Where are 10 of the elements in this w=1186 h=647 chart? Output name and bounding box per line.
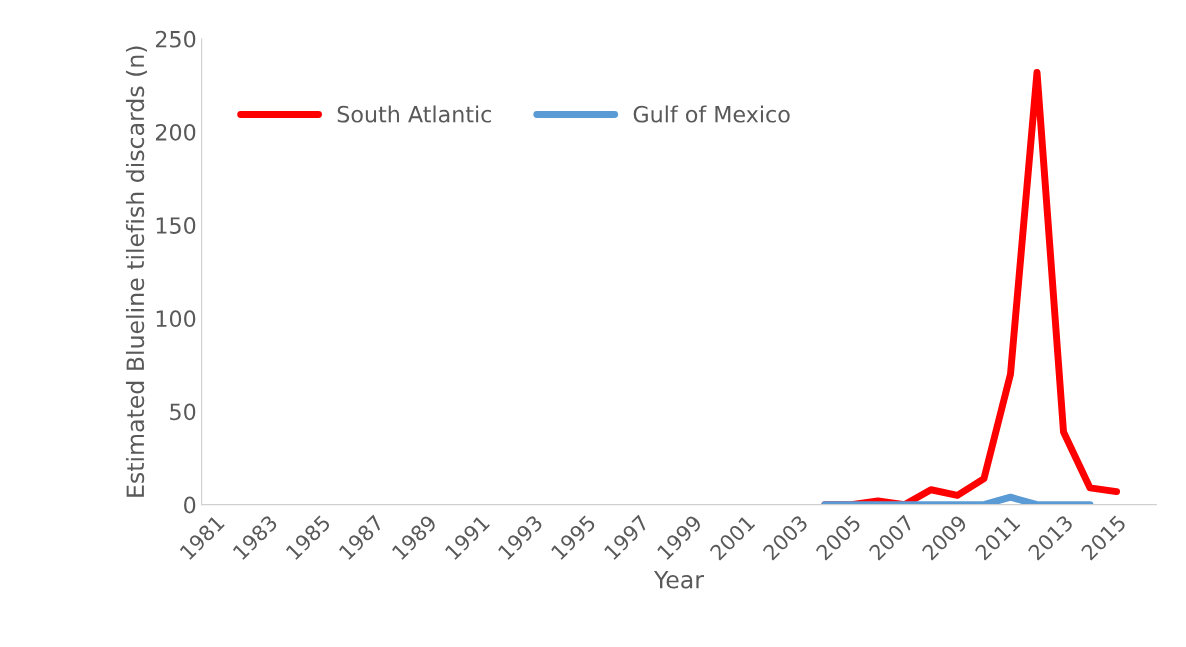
y-tick-label: 50: [170, 403, 196, 421]
y-tick-label: 200: [155, 123, 196, 141]
y-tick-label: 150: [156, 217, 196, 234]
y-tick-label: 100: [156, 310, 196, 328]
x-axis-title: Year: [653, 571, 704, 589]
y-tick-label: 0: [184, 496, 196, 514]
y-tick-label: 250: [155, 30, 196, 48]
legend-label: South Atlantic: [337, 105, 492, 123]
legend-label: Gulf of Mexico: [633, 105, 790, 123]
y-axis-title: Estimated Blueline tilefish discards (n): [125, 46, 147, 497]
